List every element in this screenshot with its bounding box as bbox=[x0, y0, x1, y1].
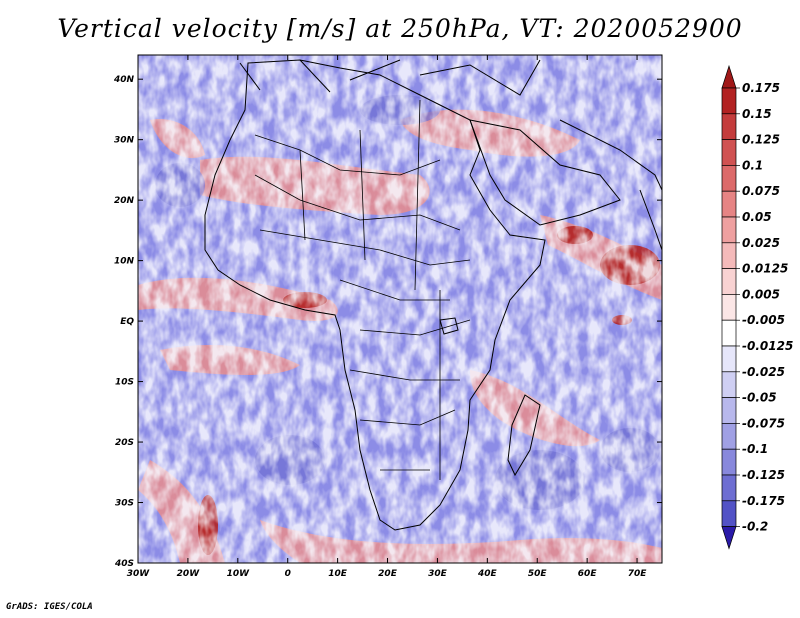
latitude-axis: 40N 30N 20N 10N EQ 10S 20S 30S 40S bbox=[113, 75, 662, 569]
lat-tick-label: 20N bbox=[114, 196, 135, 206]
lon-tick-label: 10E bbox=[328, 569, 348, 579]
india-coast bbox=[639, 189, 662, 251]
colorbar-swatch bbox=[721, 113, 737, 140]
colorbar-swatch bbox=[721, 139, 737, 166]
lon-tick-label: 70E bbox=[628, 569, 648, 579]
lat-tick-label: 40S bbox=[114, 559, 134, 569]
lon-tick-label: 40E bbox=[477, 569, 498, 579]
lat-tick-label: 40N bbox=[113, 75, 135, 85]
colorbar-label: 0.175 bbox=[742, 81, 780, 95]
colorbar: 0.175 0.15 0.125 0.1 0.075 0.05 0.025 0.0125 0.0… bbox=[721, 64, 793, 550]
lat-tick-label: 10N bbox=[114, 257, 135, 267]
colorbar-swatch bbox=[721, 500, 737, 527]
africa-coastline bbox=[204, 59, 546, 531]
colorbar-swatch bbox=[721, 216, 737, 244]
longitude-axis: 30W 20W 10W 0 10E 20E 30E 40E 50E 60E 70E bbox=[127, 55, 647, 579]
map-frame bbox=[137, 54, 663, 564]
lat-tick-label: 20S bbox=[115, 438, 134, 448]
lon-tick-label: 30W bbox=[127, 569, 151, 579]
velocity-field-texture bbox=[138, 55, 662, 563]
madagascar bbox=[507, 394, 541, 477]
persia-coast bbox=[559, 119, 662, 191]
colorbar-swatch bbox=[721, 345, 737, 373]
lon-tick-label: 50E bbox=[528, 569, 548, 579]
colorbar-label: 0.125 bbox=[742, 133, 780, 147]
colorbar-swatch bbox=[721, 319, 737, 347]
colorbar-swatch bbox=[721, 165, 737, 192]
lake-victoria bbox=[439, 317, 459, 335]
europe-coast bbox=[239, 59, 541, 96]
map-plot-area bbox=[138, 55, 662, 563]
colorbar-label: -0.1 bbox=[742, 442, 768, 456]
lon-tick-label: 10W bbox=[227, 569, 251, 579]
colorbar-label: -0.175 bbox=[742, 494, 785, 508]
colorbar-swatch bbox=[721, 294, 737, 321]
lat-tick-label: 30S bbox=[115, 499, 134, 509]
lat-tick-label: EQ bbox=[120, 317, 134, 327]
colorbar-label: -0.025 bbox=[742, 365, 785, 379]
colorbar-swatch bbox=[721, 371, 737, 398]
colorbar-label: -0.125 bbox=[742, 468, 785, 482]
colorbar-label: 0.075 bbox=[742, 184, 780, 198]
colorbar-top-arrow bbox=[721, 64, 737, 89]
colorbar-swatch bbox=[721, 268, 737, 295]
colorbar-label: -0.005 bbox=[742, 313, 785, 327]
colorbar-label: -0.05 bbox=[742, 391, 777, 405]
lon-tick-label: 0 bbox=[285, 569, 291, 579]
lat-tick-label: 10S bbox=[115, 378, 134, 388]
colorbar-label: 0.005 bbox=[742, 287, 780, 301]
colorbar-label: 0.1 bbox=[742, 158, 763, 172]
colorbar-swatch bbox=[721, 190, 737, 218]
map-figure: 40N 30N 20N 10N EQ 10S 20S 30S 40S 30W 20W 10W 0 10E… bbox=[113, 54, 793, 579]
colorbar-label: -0.2 bbox=[742, 520, 768, 534]
colorbar-label: 0.15 bbox=[742, 107, 772, 121]
colorbar-swatch bbox=[721, 448, 737, 476]
arabian-peninsula bbox=[469, 119, 621, 226]
map-title: Vertical velocity [m/s] at 250hPa, VT: 2… bbox=[57, 14, 743, 43]
colorbar-label: -0.075 bbox=[742, 416, 785, 430]
lon-tick-label: 20E bbox=[378, 569, 398, 579]
lon-tick-label: 30E bbox=[428, 569, 448, 579]
colorbar-label: -0.0125 bbox=[742, 339, 793, 353]
lat-tick-label: 30N bbox=[114, 136, 135, 146]
colorbar-swatch bbox=[721, 474, 737, 502]
colorbar-label: 0.05 bbox=[742, 210, 772, 224]
colorbar-label: 0.0125 bbox=[742, 262, 788, 276]
colorbar-swatch bbox=[721, 87, 737, 115]
lon-tick-label: 20W bbox=[177, 569, 201, 579]
grads-credit: GrADS: IGES/COLA bbox=[6, 602, 93, 612]
colorbar-label: 0.025 bbox=[742, 236, 780, 250]
country-borders bbox=[254, 99, 471, 480]
colorbar-swatch bbox=[721, 397, 737, 424]
lon-tick-label: 60E bbox=[578, 569, 598, 579]
colorbar-swatch bbox=[721, 242, 737, 269]
colorbar-swatch bbox=[721, 423, 737, 450]
colorbar-bottom-arrow bbox=[721, 526, 737, 550]
coastline-and-borders bbox=[204, 59, 662, 531]
